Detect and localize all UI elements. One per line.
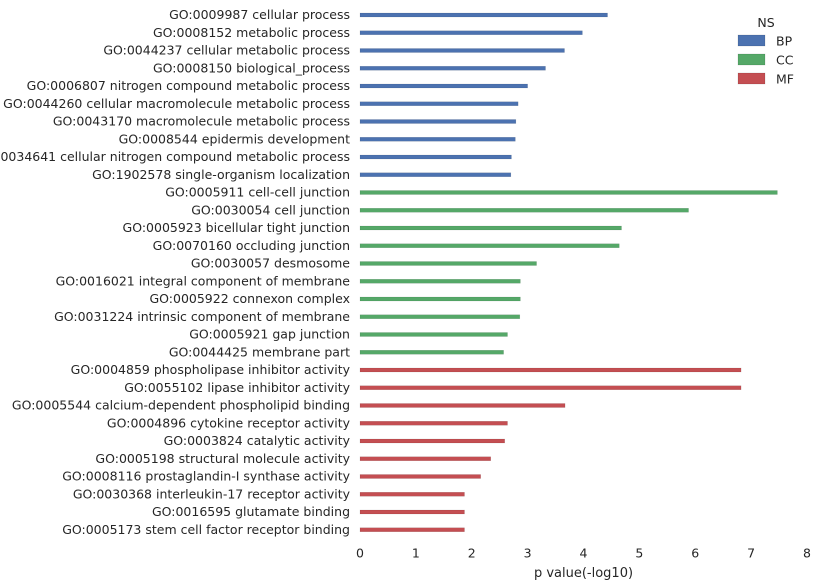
category-label: GO:0008544 epidermis development bbox=[119, 131, 350, 146]
bar-mf bbox=[359, 456, 491, 461]
x-tick-label: 7 bbox=[747, 546, 755, 561]
bar-mf bbox=[359, 492, 465, 497]
x-tick-label: 6 bbox=[691, 546, 699, 561]
category-label: GO:0008152 metabolic process bbox=[153, 25, 350, 40]
category-label: GO:0005544 calcium-dependent phospholipi… bbox=[12, 398, 350, 413]
category-label: GO:0003824 catalytic activity bbox=[164, 433, 351, 448]
bar-mf bbox=[359, 509, 465, 515]
category-label: GO:0043170 macromolecule metabolic proce… bbox=[53, 114, 350, 129]
category-label: GO:0005911 cell-cell junction bbox=[165, 185, 350, 200]
x-tick-label: 0 bbox=[356, 546, 364, 561]
category-labels: GO:0009987 cellular process GO:0008152 me… bbox=[0, 7, 351, 537]
bar-bp bbox=[359, 66, 546, 71]
legend-swatch-cc bbox=[737, 53, 766, 66]
category-label: GO:0044425 membrane part bbox=[169, 344, 350, 359]
category-label: GO:0004859 phospholipase inhibitor activ… bbox=[71, 362, 351, 377]
bar-bp bbox=[359, 83, 528, 89]
category-label: GO:0016021 integral component of membran… bbox=[56, 273, 351, 288]
category-label: GO:0031224 intrinsic component of membra… bbox=[54, 309, 350, 324]
category-label: GO:0034641 cellular nitrogen compound me… bbox=[0, 149, 350, 164]
category-label: GO:0005173 stem cell factor receptor bin… bbox=[62, 522, 350, 537]
legend-swatch-mf bbox=[737, 72, 766, 85]
bar-bp bbox=[359, 154, 512, 160]
bar-bp bbox=[359, 137, 516, 142]
category-label: GO:0044237 cellular metabolic process bbox=[103, 43, 350, 58]
bar-mf bbox=[359, 474, 481, 479]
category-label: GO:0005922 connexon complex bbox=[149, 291, 350, 306]
bar-mf bbox=[359, 527, 465, 532]
category-label: GO:0005921 gap junction bbox=[189, 327, 350, 342]
bar-cc bbox=[359, 243, 620, 248]
legend-label-bp: BP bbox=[776, 34, 793, 49]
x-tick-label: 4 bbox=[580, 546, 588, 561]
category-label: GO:0008150 biological_process bbox=[153, 60, 350, 75]
x-tick-label: 5 bbox=[635, 546, 643, 561]
category-label: GO:1902578 single-organism localization bbox=[92, 167, 350, 182]
bar-bp bbox=[359, 101, 519, 106]
bar-cc bbox=[359, 296, 521, 302]
bar-mf bbox=[359, 438, 505, 444]
category-label: GO:0044260 cellular macromolecule metabo… bbox=[3, 96, 350, 111]
bar-bp bbox=[359, 119, 517, 124]
x-axis-ticks: 0 1 2 3 4 5 6 7 8 bbox=[356, 546, 811, 561]
category-label: GO:0005198 structural molecule activity bbox=[95, 451, 350, 466]
bar-cc bbox=[359, 261, 537, 266]
category-label: GO:0005923 bicellular tight junction bbox=[123, 220, 350, 235]
bar-cc bbox=[359, 208, 689, 213]
category-label: GO:0030368 interleukin-17 receptor activ… bbox=[73, 486, 351, 501]
x-tick-label: 1 bbox=[412, 546, 420, 561]
legend-swatch-bp bbox=[737, 34, 766, 47]
bar-cc bbox=[359, 225, 622, 231]
legend-label-cc: CC bbox=[776, 53, 794, 68]
x-axis-label: p value(-log10) bbox=[534, 566, 633, 581]
bars-layer bbox=[359, 12, 778, 532]
category-label: GO:0030057 desmosome bbox=[191, 256, 350, 271]
category-label: GO:0030054 cell junction bbox=[191, 202, 350, 217]
category-label: GO:0008116 prostaglandin-I synthase acti… bbox=[62, 469, 350, 484]
bar-bp bbox=[359, 12, 608, 18]
bar-cc bbox=[359, 190, 778, 195]
x-tick-label: 8 bbox=[803, 546, 811, 561]
legend: NS BP CC MF bbox=[737, 15, 794, 87]
bar-mf bbox=[359, 421, 508, 426]
bar-cc bbox=[359, 350, 504, 355]
bar-mf bbox=[359, 385, 742, 390]
bar-bp bbox=[359, 172, 512, 177]
bar-bp bbox=[359, 30, 583, 35]
legend-title: NS bbox=[757, 15, 774, 30]
bar-mf bbox=[359, 403, 566, 408]
bar-mf bbox=[359, 367, 742, 373]
category-label: GO:0016595 glutamate binding bbox=[152, 504, 350, 519]
x-tick-label: 3 bbox=[524, 546, 532, 561]
bar-cc bbox=[359, 332, 508, 337]
category-label: GO:0004896 cytokine receptor activity bbox=[107, 415, 351, 430]
bar-cc bbox=[359, 314, 521, 319]
bar-cc bbox=[359, 279, 521, 284]
x-tick-label: 2 bbox=[468, 546, 476, 561]
category-label: GO:0009987 cellular process bbox=[169, 7, 350, 22]
category-label: GO:0055102 lipase inhibitor activity bbox=[124, 380, 350, 395]
legend-label-mf: MF bbox=[776, 72, 794, 87]
category-label: GO:0070160 occluding junction bbox=[153, 238, 350, 253]
bar-bp bbox=[359, 48, 565, 53]
category-label: GO:0006807 nitrogen compound metabolic p… bbox=[27, 78, 350, 93]
